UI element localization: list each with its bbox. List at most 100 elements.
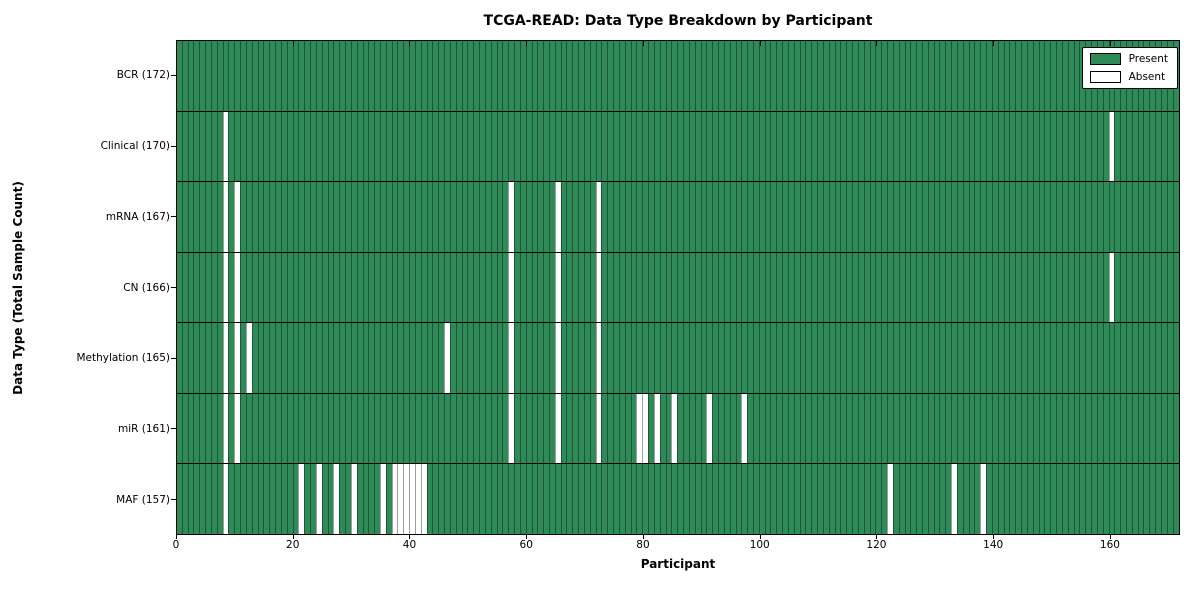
cell-BCR-145 — [1021, 41, 1027, 111]
cell-mRNA-30 — [350, 182, 357, 252]
cell-BCR-77 — [624, 41, 631, 111]
cell-Clinical-21 — [298, 111, 305, 182]
cell-Methylation-105 — [787, 323, 794, 393]
cell-Methylation-146 — [1026, 323, 1033, 393]
cell-BCR-10 — [234, 41, 241, 111]
cell-miR-84 — [665, 393, 672, 464]
cell-CN-155 — [1079, 252, 1086, 323]
cell-Clinical-153 — [1067, 111, 1074, 182]
cell-mRNA-117 — [857, 182, 864, 252]
cell-Clinical-100 — [758, 111, 765, 182]
cell-Methylation-56 — [502, 323, 509, 393]
cell-MAF-43 — [426, 464, 433, 535]
cell-CN-0 — [177, 252, 182, 323]
cell-CN-28 — [339, 252, 346, 323]
cell-mRNA-108 — [805, 182, 812, 252]
cell-BCR-152 — [1061, 41, 1068, 111]
cell-miR-123 — [892, 393, 899, 464]
cell-MAF-132 — [945, 464, 952, 535]
cell-CN-41 — [414, 252, 421, 323]
cell-miR-62 — [537, 393, 544, 464]
cell-mRNA-13 — [251, 182, 258, 252]
ytick-mark — [171, 428, 176, 430]
cell-MAF-159 — [1102, 464, 1109, 535]
cell-Clinical-19 — [286, 111, 293, 182]
cell-miR-106 — [793, 393, 800, 464]
cell-CN-166 — [1143, 252, 1150, 323]
cell-miR-83 — [659, 393, 666, 464]
cell-Methylation-83 — [659, 323, 666, 393]
cell-mRNA-146 — [1026, 182, 1033, 252]
cell-BCR-132 — [945, 41, 952, 111]
cell-Methylation-111 — [822, 323, 829, 393]
cell-BCR-86 — [677, 41, 684, 111]
present-swatch — [1089, 53, 1121, 65]
cell-MAF-11 — [240, 464, 246, 535]
cell-Clinical-22 — [304, 111, 311, 182]
cell-miR-44 — [432, 393, 439, 464]
cell-Clinical-15 — [263, 111, 270, 182]
cell-BCR-49 — [461, 41, 468, 111]
cell-Clinical-67 — [566, 111, 573, 182]
cell-MAF-30 — [350, 464, 357, 535]
cell-mRNA-59 — [519, 182, 526, 252]
cell-BCR-138 — [980, 41, 987, 111]
cell-BCR-28 — [339, 41, 346, 111]
cell-miR-169 — [1160, 393, 1167, 464]
cell-MAF-141 — [997, 464, 1004, 535]
cell-Methylation-101 — [764, 323, 771, 393]
cell-Clinical-113 — [834, 111, 841, 182]
cell-CN-148 — [1038, 252, 1045, 323]
cell-miR-102 — [770, 393, 777, 464]
cell-CN-4 — [199, 252, 206, 323]
cell-Clinical-84 — [665, 111, 672, 182]
cell-mRNA-129 — [927, 182, 934, 252]
cell-CN-17 — [275, 252, 281, 323]
cell-CN-98 — [747, 252, 753, 323]
cell-Clinical-25 — [321, 111, 328, 182]
cell-CN-23 — [310, 252, 316, 323]
cell-BCR-65 — [554, 41, 561, 111]
cell-BCR-84 — [665, 41, 672, 111]
cell-BCR-110 — [817, 41, 823, 111]
cell-Clinical-30 — [350, 111, 357, 182]
cell-MAF-34 — [374, 464, 380, 535]
cell-BCR-98 — [747, 41, 753, 111]
cell-mRNA-164 — [1131, 182, 1138, 252]
cell-miR-91 — [706, 393, 713, 464]
cell-MAF-163 — [1125, 464, 1132, 535]
cell-miR-99 — [752, 393, 759, 464]
cell-Clinical-53 — [484, 111, 491, 182]
cell-miR-168 — [1155, 393, 1161, 464]
cell-MAF-90 — [700, 464, 707, 535]
cell-mRNA-56 — [502, 182, 509, 252]
cell-miR-22 — [304, 393, 311, 464]
cell-miR-159 — [1102, 393, 1109, 464]
cell-Clinical-109 — [811, 111, 818, 182]
cell-mRNA-37 — [391, 182, 398, 252]
cell-Methylation-114 — [840, 323, 847, 393]
cell-Clinical-163 — [1125, 111, 1132, 182]
cell-mRNA-121 — [881, 182, 888, 252]
cell-mRNA-140 — [991, 182, 998, 252]
cell-miR-89 — [694, 393, 701, 464]
cell-Methylation-141 — [997, 323, 1004, 393]
cell-BCR-123 — [892, 41, 899, 111]
cell-mRNA-94 — [723, 182, 730, 252]
cell-MAF-138 — [980, 464, 987, 535]
cell-BCR-27 — [333, 41, 340, 111]
cell-MAF-62 — [537, 464, 544, 535]
cell-miR-75 — [613, 393, 619, 464]
cell-miR-3 — [193, 393, 200, 464]
cell-MAF-137 — [974, 464, 981, 535]
cell-mRNA-39 — [403, 182, 410, 252]
cell-mRNA-113 — [834, 182, 841, 252]
cell-CN-37 — [391, 252, 398, 323]
cell-CN-116 — [852, 252, 858, 323]
cell-Clinical-13 — [251, 111, 258, 182]
cell-CN-82 — [653, 252, 660, 323]
cell-miR-50 — [467, 393, 474, 464]
cell-Clinical-104 — [782, 111, 788, 182]
cell-mRNA-45 — [438, 182, 445, 252]
cell-mRNA-135 — [962, 182, 969, 252]
